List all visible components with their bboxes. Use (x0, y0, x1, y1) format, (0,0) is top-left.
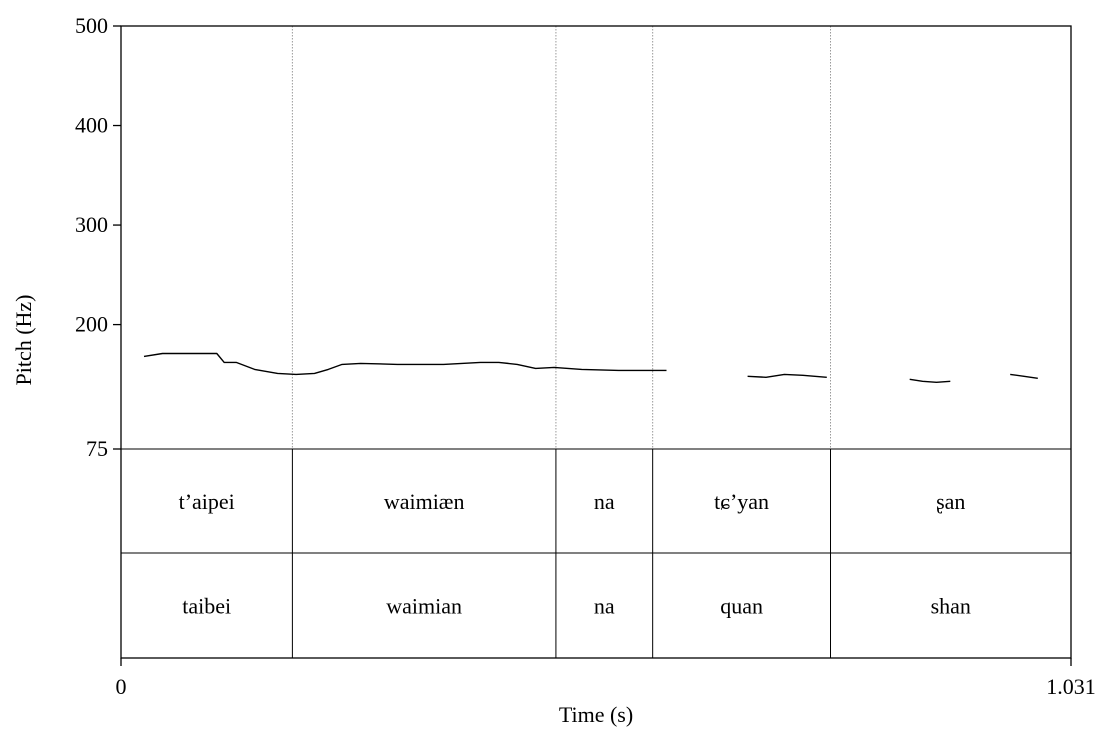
tier-cells: t’aipei waimiæn na tɕ’yan ʂan taibei waimian na… (179, 489, 971, 619)
y-tick-label: 75 (86, 436, 108, 461)
tier-1-label: ʂan (936, 489, 965, 514)
tier-2-label: shan (931, 594, 971, 619)
y-axis: 75 200 300 400 500 (75, 13, 121, 461)
y-tick-label: 300 (75, 212, 108, 237)
y-tick-label: 200 (75, 312, 108, 337)
boundary-lines (291, 26, 832, 658)
tier-2-label: quan (720, 594, 763, 619)
tier-1-label: t’aipei (179, 489, 235, 514)
plot-frame (120, 25, 1072, 659)
tier-1-label: tɕ’yan (714, 489, 769, 514)
x-tick-label-end: 1.031 (1046, 674, 1096, 699)
tier-1-label: waimiæn (384, 489, 465, 514)
pitch-segment (1010, 373, 1038, 379)
y-tick-label: 400 (75, 113, 108, 138)
pitch-segment (747, 373, 827, 378)
x-tick-label-start: 0 (116, 674, 127, 699)
tier-1-label: na (594, 489, 615, 514)
y-axis-title: Pitch (Hz) (11, 294, 36, 385)
y-tick-label: 500 (75, 13, 108, 38)
tier-2-label: taibei (182, 594, 231, 619)
tier-2-label: na (594, 594, 615, 619)
x-axis: 0 1.031 (116, 658, 1096, 699)
pitch-contour (143, 352, 1038, 383)
tier-2-label: waimian (386, 594, 462, 619)
x-axis-title: Time (s) (559, 702, 633, 727)
pitch-segment (909, 378, 951, 383)
pitch-segment (143, 352, 667, 376)
